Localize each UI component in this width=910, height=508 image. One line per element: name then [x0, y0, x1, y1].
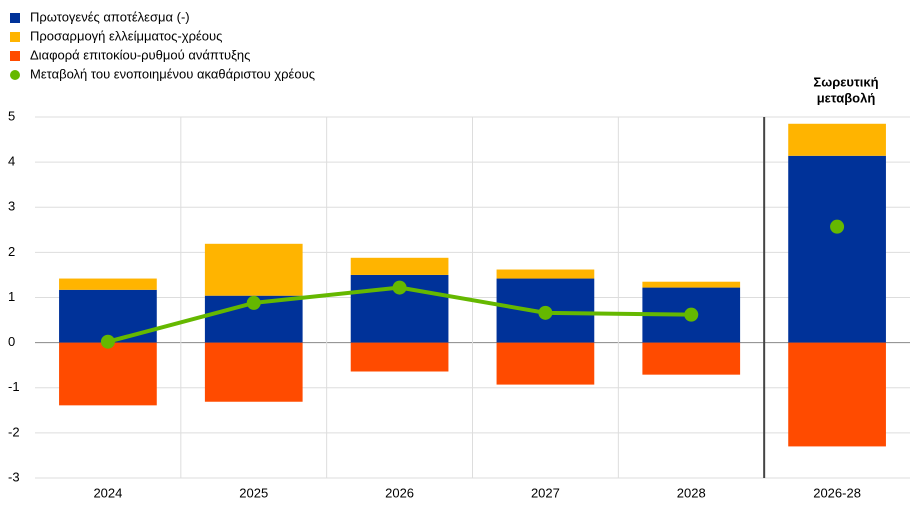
legend-label: Προσαρμογή ελλείμματος-χρέους — [30, 28, 222, 43]
legend-label: Μεταβολή του ενοποιημένου ακαθάριστου χρ… — [30, 66, 315, 81]
y-tick-label: -3 — [8, 469, 20, 484]
line-marker — [538, 305, 553, 320]
line-marker — [392, 280, 407, 295]
bar — [496, 342, 595, 385]
y-tick-label: 4 — [8, 154, 15, 169]
legend-swatch — [10, 32, 20, 42]
x-tick-label: 2028 — [677, 485, 706, 500]
legend-marker — [10, 70, 20, 80]
y-tick-label: -2 — [8, 424, 20, 439]
bar — [59, 289, 157, 343]
y-tick-label: 0 — [8, 334, 15, 349]
bar — [496, 269, 595, 279]
bar — [788, 155, 886, 343]
line-marker — [684, 307, 699, 322]
legend-swatch — [10, 13, 20, 23]
x-tick-label: 2025 — [239, 485, 268, 500]
bar — [642, 281, 741, 288]
bar — [788, 342, 886, 447]
y-tick-label: 1 — [8, 289, 15, 304]
x-tick-label: 2026 — [385, 485, 414, 500]
bar — [642, 342, 741, 375]
y-tick-label: 3 — [8, 199, 15, 214]
bar — [59, 342, 157, 406]
x-tick-label: 2024 — [93, 485, 122, 500]
bar — [350, 257, 449, 275]
line-marker — [246, 295, 261, 310]
bar — [59, 278, 157, 290]
bar — [204, 243, 303, 296]
legend-swatch — [10, 51, 20, 61]
line-marker — [100, 334, 115, 349]
annotation: μεταβολή — [817, 90, 876, 105]
annotation: Σωρευτική — [813, 74, 878, 89]
line-marker — [830, 219, 845, 234]
bar — [350, 342, 449, 372]
bar — [204, 342, 303, 402]
bar — [788, 123, 886, 156]
y-tick-label: 2 — [8, 244, 15, 259]
x-tick-label: 2027 — [531, 485, 560, 500]
legend-label: Διαφορά επιτοκίου-ρυθμού ανάπτυξης — [30, 47, 250, 62]
y-tick-label: -1 — [8, 379, 20, 394]
x-tick-label: 2026-28 — [813, 485, 861, 500]
legend-label: Πρωτογενές αποτέλεσμα (-) — [30, 9, 190, 24]
y-tick-label: 5 — [8, 108, 15, 123]
